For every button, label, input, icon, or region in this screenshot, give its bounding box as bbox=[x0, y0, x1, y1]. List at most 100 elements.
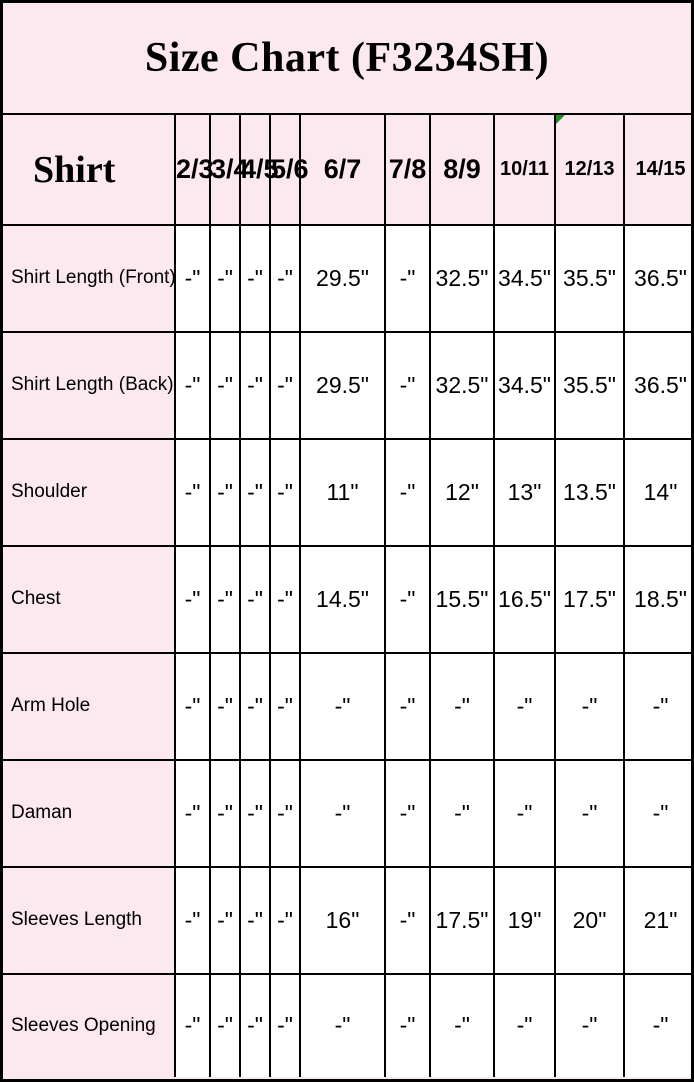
size-value-cell: 14" bbox=[623, 437, 691, 547]
size-value-cell: -" bbox=[174, 330, 211, 440]
size-value-cell: -" bbox=[429, 972, 495, 1079]
size-value-cell: -" bbox=[384, 865, 431, 975]
column-header-14-15: 14/15 bbox=[623, 114, 691, 226]
size-value-cell: -" bbox=[174, 972, 211, 1079]
table-row-shoulder: Shoulder -" -" -" -" 11" -" 12" 13" 13.5… bbox=[3, 437, 691, 547]
column-header-7-8: 7/8 bbox=[384, 114, 431, 226]
table-row-daman: Daman -" -" -" -" -" -" -" -" -" -" bbox=[3, 758, 691, 868]
size-value-cell: -" bbox=[174, 437, 211, 547]
size-value-cell: -" bbox=[429, 651, 495, 761]
size-value-cell: -" bbox=[209, 758, 241, 868]
size-value-cell: 17.5" bbox=[554, 544, 625, 654]
size-value-cell: -" bbox=[384, 972, 431, 1079]
size-value-cell: 34.5" bbox=[493, 224, 556, 333]
size-value-cell: -" bbox=[493, 972, 556, 1079]
size-value-cell: -" bbox=[209, 330, 241, 440]
size-value-cell: -" bbox=[239, 330, 271, 440]
size-value-cell: -" bbox=[623, 758, 691, 868]
size-value-cell: -" bbox=[623, 651, 691, 761]
size-value-cell: 18.5" bbox=[623, 544, 691, 654]
size-value-cell: -" bbox=[269, 544, 301, 654]
size-value-cell: 16" bbox=[299, 865, 386, 975]
column-header-5-6: 5/6 bbox=[269, 114, 309, 226]
table-row-sleeves-opening: Sleeves Opening -" -" -" -" -" -" -" -" … bbox=[3, 972, 691, 1079]
row-label: Shoulder bbox=[3, 437, 176, 547]
size-value-cell: -" bbox=[384, 330, 431, 440]
table-row-arm-hole: Arm Hole -" -" -" -" -" -" -" -" -" -" bbox=[3, 651, 691, 761]
row-label: Arm Hole bbox=[3, 651, 176, 761]
column-header-3-4: 3/4 bbox=[209, 114, 249, 226]
size-value-cell: -" bbox=[269, 972, 301, 1079]
size-value-cell: -" bbox=[174, 544, 211, 654]
size-value-cell: -" bbox=[239, 865, 271, 975]
size-value-cell: -" bbox=[384, 437, 431, 547]
size-value-cell: -" bbox=[209, 544, 241, 654]
size-value-cell: -" bbox=[269, 865, 301, 975]
table-row-shirt-length-front: Shirt Length (Front) -" -" -" -" 29.5" -… bbox=[3, 224, 691, 333]
size-value-cell: 13.5" bbox=[554, 437, 625, 547]
row-label: Shirt Length (Front) bbox=[3, 224, 176, 333]
size-value-cell: -" bbox=[209, 651, 241, 761]
row-label: Chest bbox=[3, 544, 176, 654]
size-value-cell: -" bbox=[554, 972, 625, 1079]
size-value-cell: 36.5" bbox=[623, 330, 691, 440]
size-value-cell: -" bbox=[493, 758, 556, 868]
size-value-cell: -" bbox=[384, 224, 431, 333]
size-value-cell: -" bbox=[554, 651, 625, 761]
size-value-cell: 29.5" bbox=[299, 224, 386, 333]
green-corner-flag-icon bbox=[556, 115, 565, 124]
row-label: Shirt Length (Back) bbox=[3, 330, 176, 440]
size-value-cell: 14.5" bbox=[299, 544, 386, 654]
size-value-cell: 12" bbox=[429, 437, 495, 547]
column-header-8-9: 8/9 bbox=[429, 114, 495, 226]
table-row-shirt-length-back: Shirt Length (Back) -" -" -" -" 29.5" -"… bbox=[3, 330, 691, 440]
size-value-cell: 32.5" bbox=[429, 224, 495, 333]
size-value-cell: -" bbox=[239, 437, 271, 547]
size-value-cell: 11" bbox=[299, 437, 386, 547]
size-value-cell: -" bbox=[384, 758, 431, 868]
row-label: Sleeves Length bbox=[3, 865, 176, 975]
size-value-cell: -" bbox=[299, 758, 386, 868]
header-row: Shirt 2/3 3/4 4/5 5/6 6/7 7/8 8/9 10/11 … bbox=[3, 114, 691, 226]
size-value-cell: -" bbox=[209, 972, 241, 1079]
size-value-cell: -" bbox=[269, 437, 301, 547]
size-value-cell: 19" bbox=[493, 865, 556, 975]
size-value-cell: -" bbox=[554, 758, 625, 868]
table-row-chest: Chest -" -" -" -" 14.5" -" 15.5" 16.5" 1… bbox=[3, 544, 691, 654]
size-value-cell: -" bbox=[239, 224, 271, 333]
size-value-cell: -" bbox=[384, 651, 431, 761]
size-value-cell: -" bbox=[269, 224, 301, 333]
page-title: Size Chart (F3234SH) bbox=[144, 35, 550, 81]
size-value-cell: -" bbox=[209, 224, 241, 333]
size-value-cell: 13" bbox=[493, 437, 556, 547]
title-band: Size Chart (F3234SH) bbox=[3, 3, 691, 115]
size-value-cell: 29.5" bbox=[299, 330, 386, 440]
column-header-12-13: 12/13 bbox=[554, 114, 625, 226]
size-value-cell: -" bbox=[174, 651, 211, 761]
size-value-cell: 34.5" bbox=[493, 330, 556, 440]
size-value-cell: 21" bbox=[623, 865, 691, 975]
size-value-cell: 15.5" bbox=[429, 544, 495, 654]
size-value-cell: -" bbox=[299, 651, 386, 761]
row-label: Sleeves Opening bbox=[3, 972, 176, 1079]
size-value-cell: 20" bbox=[554, 865, 625, 975]
size-value-cell: -" bbox=[269, 758, 301, 868]
column-header-10-11: 10/11 bbox=[493, 114, 556, 226]
column-header-4-5: 4/5 bbox=[239, 114, 279, 226]
column-header-2-3: 2/3 bbox=[174, 114, 214, 226]
column-header-label: 12/13 bbox=[564, 158, 615, 180]
size-value-cell: -" bbox=[239, 544, 271, 654]
size-value-cell: -" bbox=[493, 651, 556, 761]
size-value-cell: -" bbox=[174, 758, 211, 868]
size-value-cell: -" bbox=[429, 758, 495, 868]
size-value-cell: -" bbox=[239, 758, 271, 868]
column-header-6-7: 6/7 bbox=[299, 114, 386, 226]
size-value-cell: -" bbox=[174, 865, 211, 975]
size-value-cell: -" bbox=[239, 972, 271, 1079]
size-value-cell: -" bbox=[299, 972, 386, 1079]
row-label: Daman bbox=[3, 758, 176, 868]
size-value-cell: -" bbox=[239, 651, 271, 761]
size-value-cell: 16.5" bbox=[493, 544, 556, 654]
size-value-cell: -" bbox=[269, 330, 301, 440]
